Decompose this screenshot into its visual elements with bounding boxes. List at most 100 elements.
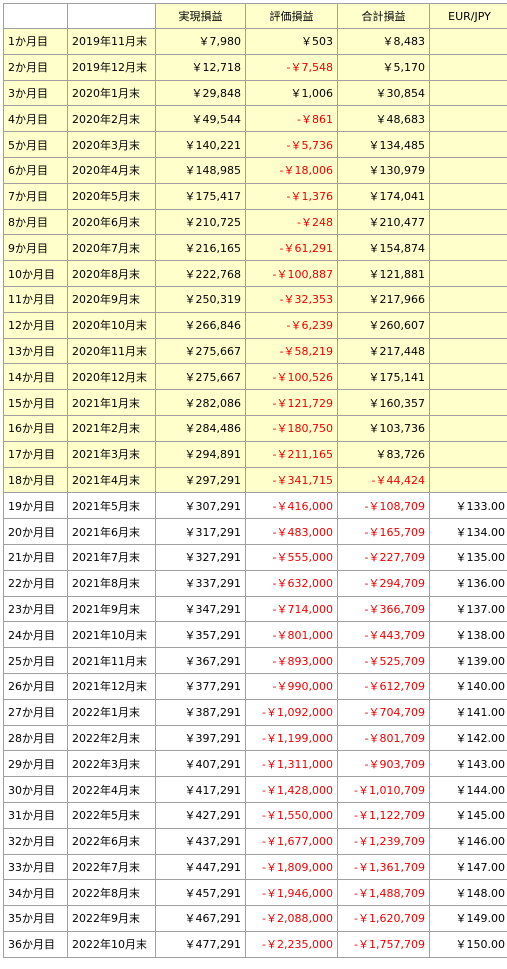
table-row: 12か月目 2020年10月末 ￥266,846 -￥6,239 ￥260,607 xyxy=(3,311,507,339)
realized-pnl-cell: ￥275,667 xyxy=(155,363,246,391)
date-cell: 2021年9月末 xyxy=(67,595,156,623)
eur-jpy-cell xyxy=(429,28,507,55)
month-cell: 5か月目 xyxy=(3,131,68,158)
total-pnl-cell: ￥8,483 xyxy=(337,28,430,55)
table-row: 33か月目 2022年7月末 ￥447,291 -￥1,809,000 -￥1,361,… xyxy=(3,853,507,881)
eur-jpy-cell xyxy=(429,337,507,365)
month-cell: 25か月目 xyxy=(3,647,68,674)
table-row: 1か月目 2019年11月末 ￥7,980 ￥503 ￥8,483 xyxy=(3,28,507,55)
unrealized-pnl-cell: -￥2,235,000 xyxy=(245,930,338,958)
realized-pnl-cell: ￥294,891 xyxy=(155,440,246,468)
total-pnl-cell: -￥294,709 xyxy=(337,569,430,597)
date-cell: 2020年7月末 xyxy=(67,234,156,262)
unrealized-pnl-cell: -￥100,526 xyxy=(245,363,338,391)
table-row: 9か月目 2020年7月末 ￥216,165 -￥61,291 ￥154,874 xyxy=(3,234,507,262)
realized-pnl-cell: ￥317,291 xyxy=(155,518,246,545)
month-cell: 14か月目 xyxy=(3,363,68,391)
table-row: 36か月目 2022年10月末 ￥477,291 -￥2,235,000 -￥1,757… xyxy=(3,930,507,958)
eur-jpy-cell: ￥142.00 xyxy=(429,724,507,752)
unrealized-pnl-cell: -￥1,550,000 xyxy=(245,801,338,829)
total-pnl-cell: -￥612,709 xyxy=(337,672,430,700)
eur-jpy-cell: ￥133.00 xyxy=(429,492,507,520)
realized-pnl-cell: ￥427,291 xyxy=(155,801,246,829)
eur-jpy-cell xyxy=(429,363,507,391)
unrealized-pnl-cell: -￥714,000 xyxy=(245,595,338,623)
total-pnl-cell: -￥1,488,709 xyxy=(337,879,430,907)
realized-pnl-cell: ￥282,086 xyxy=(155,389,246,416)
eur-jpy-cell xyxy=(429,156,507,184)
unrealized-pnl-cell: -￥861 xyxy=(245,105,338,133)
table-row: 26か月目 2021年12月末 ￥377,291 -￥990,000 -￥612,709… xyxy=(3,672,507,700)
total-pnl-cell: ￥260,607 xyxy=(337,311,430,339)
header-realized-pnl: 実現損益 xyxy=(155,3,246,29)
month-cell: 1か月目 xyxy=(3,28,68,55)
date-cell: 2021年5月末 xyxy=(67,492,156,520)
realized-pnl-cell: ￥284,486 xyxy=(155,414,246,442)
unrealized-pnl-cell: -￥1,376 xyxy=(245,182,338,210)
table-row: 29か月目 2022年3月末 ￥407,291 -￥1,311,000 -￥903,70… xyxy=(3,750,507,778)
eur-jpy-cell xyxy=(429,208,507,236)
unrealized-pnl-cell: -￥893,000 xyxy=(245,647,338,674)
realized-pnl-cell: ￥29,848 xyxy=(155,79,246,107)
table-row: 14か月目 2020年12月末 ￥275,667 -￥100,526 ￥175,141 xyxy=(3,363,507,391)
table-row: 16か月目 2021年2月末 ￥284,486 -￥180,750 ￥103,736 xyxy=(3,414,507,442)
unrealized-pnl-cell: -￥248 xyxy=(245,208,338,236)
unrealized-pnl-cell: -￥416,000 xyxy=(245,492,338,520)
eur-jpy-cell: ￥147.00 xyxy=(429,853,507,881)
date-cell: 2022年6月末 xyxy=(67,827,156,855)
month-cell: 29か月目 xyxy=(3,750,68,778)
table-row: 30か月目 2022年4月末 ￥417,291 -￥1,428,000 -￥1,010,… xyxy=(3,776,507,803)
total-pnl-cell: -￥903,709 xyxy=(337,750,430,778)
unrealized-pnl-cell: ￥503 xyxy=(245,28,338,55)
eur-jpy-cell xyxy=(429,389,507,416)
date-cell: 2020年10月末 xyxy=(67,311,156,339)
eur-jpy-cell xyxy=(429,440,507,468)
date-cell: 2022年4月末 xyxy=(67,776,156,803)
eur-jpy-cell: ￥136.00 xyxy=(429,569,507,597)
eur-jpy-cell xyxy=(429,53,507,81)
eur-jpy-cell: ￥138.00 xyxy=(429,621,507,649)
unrealized-pnl-cell: -￥1,677,000 xyxy=(245,827,338,855)
unrealized-pnl-cell: -￥58,219 xyxy=(245,337,338,365)
total-pnl-cell: ￥83,726 xyxy=(337,440,430,468)
unrealized-pnl-cell: -￥2,088,000 xyxy=(245,905,338,932)
unrealized-pnl-cell: -￥1,311,000 xyxy=(245,750,338,778)
unrealized-pnl-cell: -￥1,946,000 xyxy=(245,879,338,907)
month-cell: 11か月目 xyxy=(3,285,68,313)
table-row: 6か月目 2020年4月末 ￥148,985 -￥18,006 ￥130,979 xyxy=(3,156,507,184)
month-cell: 4か月目 xyxy=(3,105,68,133)
table-row: 3か月目 2020年1月末 ￥29,848 ￥1,006 ￥30,854 xyxy=(3,79,507,107)
table-row: 2か月目 2019年12月末 ￥12,718 -￥7,548 ￥5,170 xyxy=(3,53,507,81)
month-cell: 3か月目 xyxy=(3,79,68,107)
month-cell: 27か月目 xyxy=(3,698,68,726)
eur-jpy-cell xyxy=(429,311,507,339)
month-cell: 26か月目 xyxy=(3,672,68,700)
date-cell: 2020年5月末 xyxy=(67,182,156,210)
realized-pnl-cell: ￥437,291 xyxy=(155,827,246,855)
month-cell: 28か月目 xyxy=(3,724,68,752)
total-pnl-cell: -￥704,709 xyxy=(337,698,430,726)
unrealized-pnl-cell: -￥632,000 xyxy=(245,569,338,597)
date-cell: 2021年4月末 xyxy=(67,466,156,494)
header-row: 実現損益 評価損益 合計損益 EUR/JPY xyxy=(3,3,507,29)
total-pnl-cell: -￥1,361,709 xyxy=(337,853,430,881)
date-cell: 2020年6月末 xyxy=(67,208,156,236)
month-cell: 36か月目 xyxy=(3,930,68,958)
total-pnl-cell: ￥217,966 xyxy=(337,285,430,313)
total-pnl-cell: -￥1,757,709 xyxy=(337,930,430,958)
table-row: 27か月目 2022年1月末 ￥387,291 -￥1,092,000 -￥704,70… xyxy=(3,698,507,726)
month-cell: 15か月目 xyxy=(3,389,68,416)
total-pnl-cell: ￥103,736 xyxy=(337,414,430,442)
realized-pnl-cell: ￥347,291 xyxy=(155,595,246,623)
table-row: 7か月目 2020年5月末 ￥175,417 -￥1,376 ￥174,041 xyxy=(3,182,507,210)
eur-jpy-cell: ￥144.00 xyxy=(429,776,507,803)
date-cell: 2022年3月末 xyxy=(67,750,156,778)
unrealized-pnl-cell: -￥100,887 xyxy=(245,260,338,287)
total-pnl-cell: ￥217,448 xyxy=(337,337,430,365)
total-pnl-cell: -￥44,424 xyxy=(337,466,430,494)
date-cell: 2022年10月末 xyxy=(67,930,156,958)
header-date xyxy=(67,3,156,29)
header-total-pnl: 合計損益 xyxy=(337,3,430,29)
eur-jpy-cell: ￥137.00 xyxy=(429,595,507,623)
eur-jpy-cell xyxy=(429,466,507,494)
